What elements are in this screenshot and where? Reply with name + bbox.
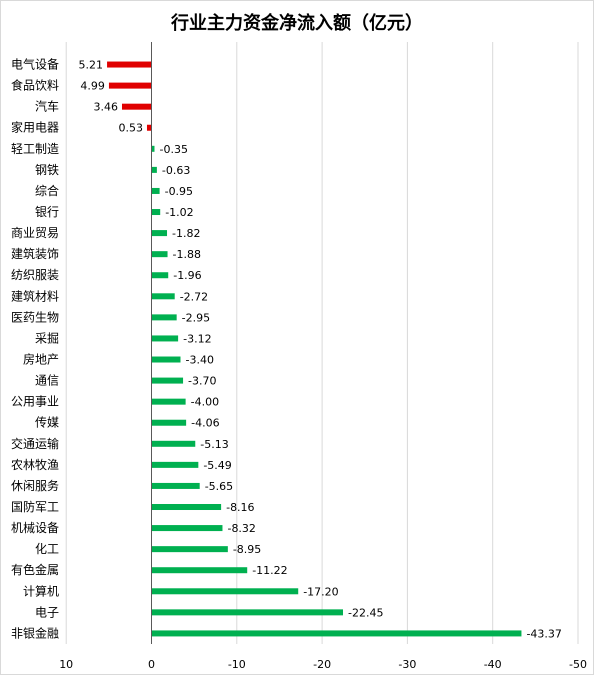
tick-label: -50 <box>569 658 587 671</box>
category-label: 机械设备 <box>11 520 59 535</box>
category-label: 有色金属 <box>11 562 59 577</box>
value-label: -43.37 <box>526 627 561 640</box>
value-label: 4.99 <box>80 80 105 93</box>
value-label: -1.02 <box>165 206 193 219</box>
category-label: 钢铁 <box>35 163 59 177</box>
bar <box>107 61 152 68</box>
value-label: -4.06 <box>191 417 219 430</box>
value-label: -4.00 <box>191 396 219 409</box>
tick-label: 10 <box>59 658 73 671</box>
category-label: 采掘 <box>35 330 59 345</box>
category-label: 公用事业 <box>11 395 59 409</box>
value-label: -0.35 <box>159 143 187 156</box>
value-label: -1.82 <box>172 227 200 240</box>
category-label: 食品饮料 <box>11 78 59 93</box>
category-label: 纺织服装 <box>11 268 59 282</box>
bar <box>151 293 175 300</box>
value-label: -0.95 <box>165 185 193 198</box>
bar <box>151 209 161 216</box>
bar <box>151 504 222 511</box>
value-label: -17.20 <box>303 585 338 598</box>
bar <box>151 546 228 553</box>
category-label: 银行 <box>35 205 59 219</box>
category-label: 非银金融 <box>11 625 59 640</box>
bar <box>151 377 184 384</box>
bar <box>151 187 160 194</box>
tick-label: 0 <box>148 658 155 671</box>
chart-title: 行业主力资金净流入额（亿元） <box>171 13 423 34</box>
tick-label: -40 <box>484 658 502 671</box>
tick-label: -30 <box>398 658 416 671</box>
category-label: 房地产 <box>23 352 59 367</box>
tick-label: -20 <box>313 658 331 671</box>
bar <box>151 440 196 447</box>
value-label: 5.21 <box>79 59 104 72</box>
category-label: 医药生物 <box>11 310 59 324</box>
bar <box>151 251 168 258</box>
value-label: -1.96 <box>173 269 201 282</box>
category-label: 建筑装饰 <box>11 246 59 261</box>
bar <box>151 230 168 237</box>
category-label: 通信 <box>35 374 59 388</box>
bar <box>151 272 169 279</box>
bar <box>151 567 248 574</box>
value-label: -11.22 <box>252 564 287 577</box>
bar <box>108 82 152 89</box>
category-label: 汽车 <box>35 99 59 114</box>
value-label: 3.46 <box>93 101 118 114</box>
bar <box>151 166 157 173</box>
category-label: 计算机 <box>23 583 59 598</box>
category-label: 交通运输 <box>11 436 59 451</box>
bar <box>151 630 522 637</box>
value-label: -8.95 <box>233 543 261 556</box>
category-label: 家用电器 <box>11 120 59 135</box>
category-label: 化工 <box>35 542 59 556</box>
value-label: -5.49 <box>203 459 231 472</box>
bar <box>151 525 223 532</box>
tick-label: -10 <box>228 658 246 671</box>
category-label: 电子 <box>35 605 59 619</box>
category-label: 休闲服务 <box>11 478 59 493</box>
bar <box>151 398 186 405</box>
bar <box>121 103 152 110</box>
value-label: -2.95 <box>182 311 210 324</box>
bar <box>151 419 187 426</box>
bar <box>151 588 299 595</box>
category-label: 商业贸易 <box>11 225 59 240</box>
value-label: 0.53 <box>118 122 143 135</box>
bar <box>151 482 200 489</box>
bar <box>151 356 181 363</box>
value-label: -3.70 <box>188 375 216 388</box>
value-label: -8.16 <box>226 501 254 514</box>
category-label: 建筑材料 <box>11 288 59 303</box>
bar <box>146 124 152 131</box>
value-label: -5.65 <box>205 480 233 493</box>
value-label: -3.12 <box>183 332 211 345</box>
value-label: -22.45 <box>348 606 383 619</box>
category-label: 农林牧渔 <box>11 458 59 472</box>
bar <box>151 335 179 342</box>
bar <box>151 609 343 616</box>
value-label: -2.72 <box>180 290 208 303</box>
value-label: -3.40 <box>186 354 214 367</box>
bar <box>151 145 155 152</box>
category-label: 轻工制造 <box>11 142 59 156</box>
value-label: -1.88 <box>173 248 201 261</box>
value-label: -5.13 <box>200 438 228 451</box>
category-label: 电气设备 <box>11 57 59 72</box>
value-label: -0.63 <box>162 164 190 177</box>
value-label: -8.32 <box>227 522 255 535</box>
bar <box>151 314 177 321</box>
bar <box>151 461 199 468</box>
category-label: 国防军工 <box>11 499 59 514</box>
category-label: 传媒 <box>35 415 59 430</box>
category-label: 综合 <box>35 183 59 198</box>
